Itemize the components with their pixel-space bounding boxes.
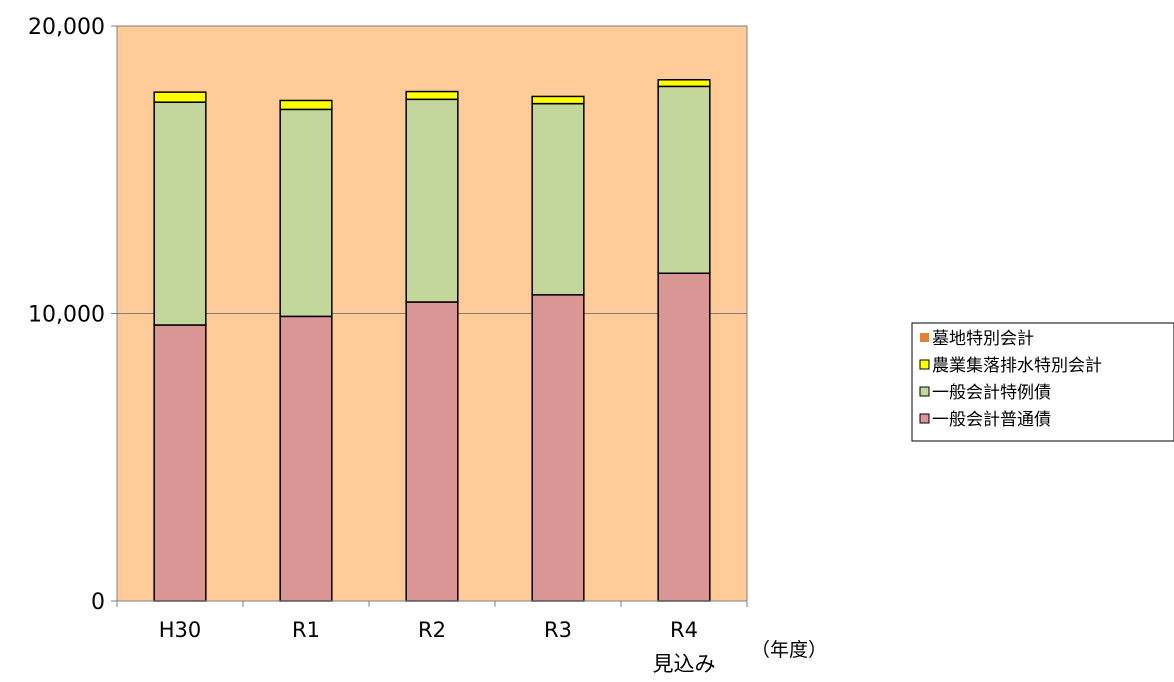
x-tick-label: R1 bbox=[292, 618, 320, 642]
bar-segment bbox=[279, 315, 333, 602]
bar-segment bbox=[531, 95, 585, 105]
bar-segment bbox=[153, 101, 207, 326]
y-tick-label: 10,000 bbox=[28, 303, 105, 328]
bar-segment bbox=[405, 98, 459, 303]
y-tick-label: 0 bbox=[91, 590, 105, 615]
bars bbox=[153, 79, 711, 602]
legend-entry-label: 一般会計特例債 bbox=[932, 383, 1051, 403]
axes bbox=[111, 25, 748, 607]
x-axis-unit-label: （年度） bbox=[751, 639, 827, 661]
x-tick-label: H30 bbox=[159, 618, 202, 642]
bar-segment bbox=[153, 324, 207, 602]
x-tick-label: R2 bbox=[418, 618, 446, 642]
bar-segment bbox=[279, 108, 333, 318]
bar-segment bbox=[657, 85, 711, 274]
legend-entry-label: 一般会計普通債 bbox=[932, 410, 1051, 430]
y-tick-label: 20,000 bbox=[28, 15, 105, 40]
legend-swatch bbox=[920, 333, 929, 342]
bar-segment bbox=[531, 102, 585, 296]
legend-swatch bbox=[919, 413, 930, 424]
bar-segment bbox=[657, 79, 711, 88]
x-tick-sublabel: 見込み bbox=[653, 652, 716, 676]
bar-segment bbox=[405, 90, 459, 101]
legend-entry-label: 墓地特別会計 bbox=[932, 329, 1034, 349]
bar-segment bbox=[657, 272, 711, 602]
legend-swatch bbox=[919, 359, 930, 370]
bar-segment bbox=[531, 294, 585, 602]
bar-segment bbox=[279, 99, 333, 111]
x-tick-label: R4 bbox=[670, 618, 698, 642]
tick-labels: 0 10,000 20,000 H30 R1 R2 R3 R4 見込み bbox=[28, 15, 715, 676]
legend-box bbox=[911, 322, 1174, 442]
x-tick-label: R3 bbox=[544, 618, 572, 642]
bar-segment bbox=[405, 301, 459, 602]
bar-segment bbox=[153, 91, 207, 103]
legend-entry-label: 農業集落排水特別会計 bbox=[932, 356, 1102, 376]
legend-swatch bbox=[919, 386, 930, 397]
